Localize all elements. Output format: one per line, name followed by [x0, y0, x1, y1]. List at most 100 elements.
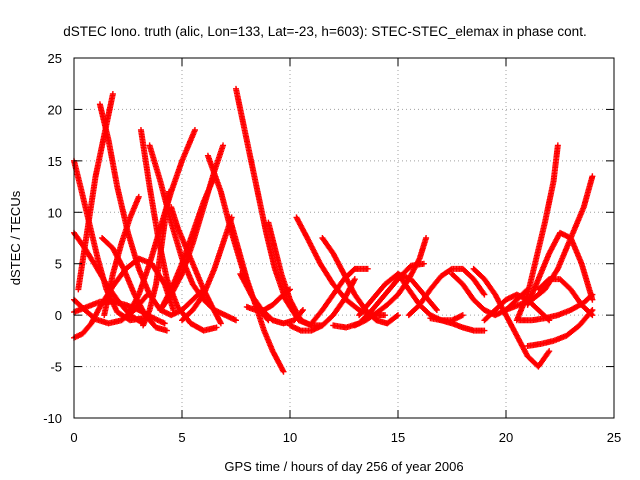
data-point [252, 307, 259, 313]
data-point [308, 320, 315, 327]
data-point [79, 330, 86, 337]
data-point [395, 312, 401, 319]
data-point [427, 286, 434, 293]
data-point [287, 322, 293, 329]
data-point [254, 188, 261, 195]
data-point [470, 296, 477, 303]
data-point [356, 312, 363, 319]
data-point [179, 157, 185, 164]
data-point [369, 296, 376, 303]
data-point [297, 327, 304, 334]
data-point [407, 276, 414, 283]
data-points [71, 85, 596, 375]
data-point [492, 312, 499, 319]
data-point [541, 219, 548, 226]
data-point [351, 291, 358, 298]
data-point [449, 271, 455, 277]
data-point [168, 188, 175, 195]
data-point [217, 188, 224, 195]
y-tick-label: 0 [55, 308, 62, 323]
data-point [341, 276, 347, 283]
data-point [341, 296, 347, 303]
data-point [278, 293, 285, 300]
data-point [157, 250, 164, 257]
data-point [330, 312, 337, 319]
data-point [459, 324, 466, 331]
x-tick-label: 15 [391, 430, 405, 445]
data-point [153, 324, 160, 331]
y-axis-label: dSTEC / TECUs [8, 190, 23, 285]
chart-title: dSTEC Iono. truth (alic, Lon=133, Lat=-2… [63, 24, 586, 39]
data-point [459, 281, 466, 288]
data-point [470, 327, 477, 334]
data-point [330, 291, 337, 298]
data-point [287, 286, 293, 293]
data-track-marker [447, 266, 454, 273]
data-point [589, 291, 596, 298]
data-point [384, 320, 391, 327]
data-point [364, 265, 371, 272]
data-point [524, 343, 531, 349]
data-point [122, 301, 129, 308]
data-point [589, 173, 596, 180]
data-point [269, 348, 276, 355]
data-track-marker [393, 313, 400, 320]
data-point [211, 265, 218, 272]
data-point [137, 127, 144, 133]
data-point [319, 322, 326, 329]
data-point [503, 312, 509, 319]
data-point [94, 255, 101, 262]
x-tick-label: 10 [283, 430, 297, 445]
data-point [524, 301, 531, 308]
y-tick-label: 25 [48, 51, 62, 66]
data-point [557, 229, 563, 236]
data-point [550, 337, 557, 344]
data-point [589, 312, 596, 319]
data-point [550, 178, 557, 185]
data-point [157, 307, 164, 313]
data-point [92, 173, 99, 180]
data-point [541, 286, 548, 293]
data-point [168, 312, 175, 319]
data-point [125, 312, 131, 319]
data-point [407, 262, 414, 269]
data-point [135, 265, 142, 272]
data-point [330, 250, 337, 257]
data-point [576, 322, 583, 329]
data-point [503, 296, 509, 303]
data-point [449, 265, 455, 272]
data-point [179, 271, 185, 277]
data-point [438, 317, 445, 324]
data-point [109, 271, 116, 277]
x-axis-ticks: 0 5 10 15 20 25 [70, 58, 621, 445]
data-point [280, 320, 287, 327]
data-point [83, 303, 90, 310]
data-point [200, 327, 207, 334]
data-point [245, 147, 252, 154]
data-point [146, 307, 153, 313]
data-point [481, 307, 488, 313]
data-point [209, 303, 216, 310]
data-point [492, 291, 499, 298]
x-tick-label: 5 [178, 430, 185, 445]
data-point [269, 301, 276, 308]
data-track-marker [588, 292, 595, 299]
data-point [481, 317, 488, 324]
data-point [319, 307, 326, 313]
data-point [233, 317, 239, 324]
data-point [373, 317, 380, 324]
x-tick-label: 0 [70, 430, 77, 445]
data-point [174, 303, 181, 310]
data-point [513, 332, 520, 339]
data-point [261, 307, 268, 313]
data-point [204, 152, 211, 159]
data-point [222, 312, 229, 319]
data-point [127, 214, 134, 221]
data-point [405, 312, 412, 319]
data-point [271, 265, 278, 272]
data-point [287, 296, 293, 303]
data-point [153, 281, 160, 288]
data-point [343, 324, 350, 331]
data-point [405, 286, 412, 293]
data-point [101, 132, 108, 139]
